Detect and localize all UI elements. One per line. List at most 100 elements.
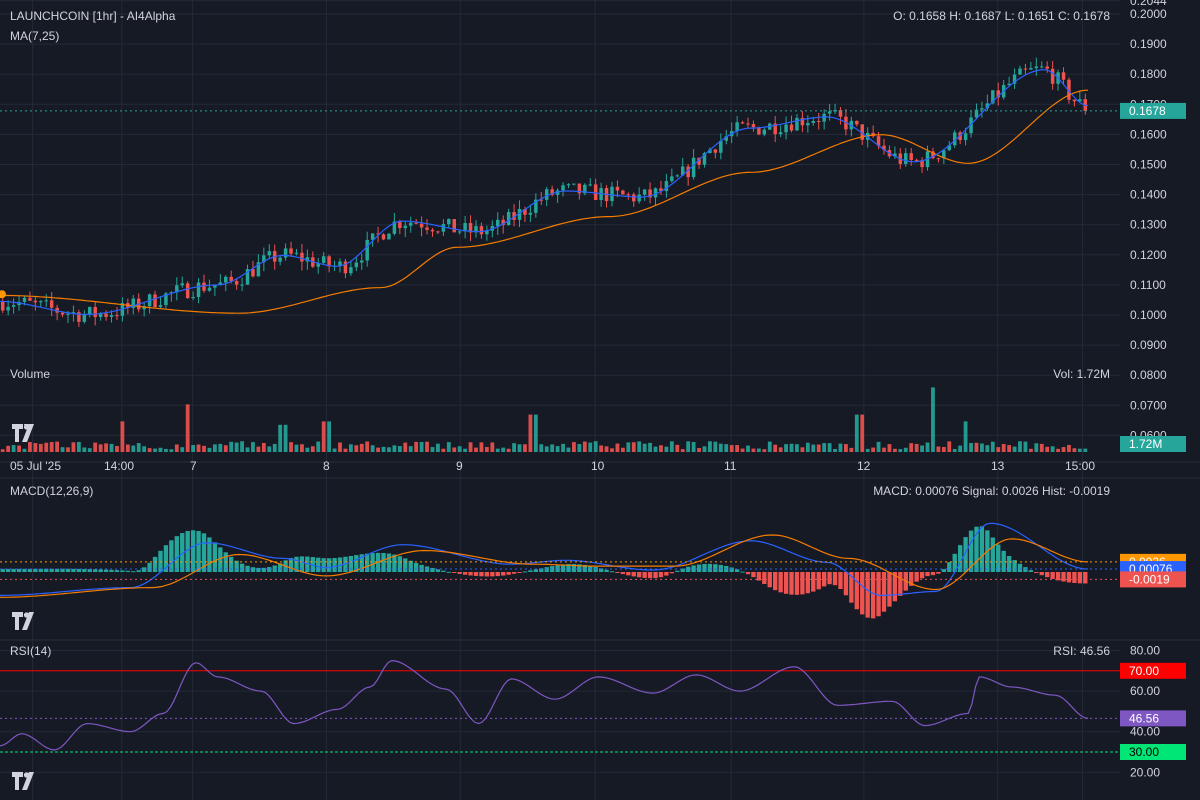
volume-bar — [1083, 448, 1088, 452]
volume-bar — [659, 445, 663, 452]
volume-bar — [49, 442, 54, 452]
volume-bar — [267, 446, 272, 452]
candle-body — [740, 122, 745, 124]
volume-bar — [773, 444, 778, 452]
macd-histogram-bar — [381, 552, 386, 572]
time-axis-label: 11 — [724, 459, 737, 473]
candle-body — [496, 219, 500, 227]
macd-histogram-bar — [1012, 560, 1017, 572]
volume-bar — [631, 442, 636, 452]
volume-label: Volume — [10, 367, 51, 381]
volume-bar — [136, 443, 141, 452]
candle-body — [969, 117, 973, 134]
macd-histogram-bar — [332, 557, 337, 572]
candle-body — [278, 257, 282, 262]
candle-body — [338, 261, 342, 266]
macd-histogram-bar — [811, 572, 816, 592]
volume-bar — [610, 448, 614, 452]
tradingview-logo-icon[interactable] — [12, 772, 42, 790]
time-axis-label: 10 — [591, 459, 605, 473]
volume-bar — [860, 414, 865, 452]
macd-histogram-bar — [794, 572, 800, 595]
macd-histogram-bar — [152, 556, 158, 572]
macd-histogram-bar — [783, 572, 789, 594]
macd-histogram-bar — [838, 572, 843, 590]
macd-histogram-bar — [1028, 570, 1034, 572]
macd-histogram-bar — [870, 572, 876, 619]
candle-body — [615, 186, 620, 191]
macd-histogram-bar — [294, 556, 299, 572]
candle-body — [746, 123, 750, 125]
macd-histogram-bar — [250, 567, 256, 572]
ma-start-marker — [0, 290, 6, 299]
candle-body — [457, 231, 462, 233]
macd-histogram-bar — [528, 570, 533, 572]
volume-bar — [795, 444, 799, 452]
macd-histogram-bar — [637, 572, 642, 578]
macd-histogram-bar — [1034, 572, 1039, 573]
price-axis-tick: 0.1400 — [1130, 188, 1167, 202]
macd-histogram-bar — [180, 533, 185, 572]
candle-body — [245, 269, 250, 285]
candle-body — [202, 282, 206, 291]
candle-body — [670, 176, 674, 182]
candle-body — [191, 296, 195, 299]
macd-histogram-bar — [968, 530, 974, 572]
candle-body — [131, 298, 136, 308]
volume-bar — [838, 443, 843, 452]
macd-histogram-bar — [511, 572, 517, 574]
candle-body — [1061, 72, 1066, 80]
volume-bar — [490, 442, 495, 452]
volume-bar — [756, 448, 761, 452]
candle-body — [44, 300, 48, 302]
volume-bar — [920, 445, 924, 452]
candle-body — [773, 123, 777, 135]
macd-histogram-bar — [849, 572, 854, 603]
macd-histogram-bar — [832, 572, 838, 586]
macd-histogram-bar — [800, 572, 805, 595]
candle-body — [109, 315, 114, 317]
volume-bar — [572, 442, 576, 452]
rsi-upper-badge-bg — [1120, 662, 1186, 679]
candle-body — [387, 233, 391, 240]
macd-histogram-bar — [484, 572, 490, 577]
macd-histogram-bar — [805, 572, 811, 594]
macd-histogram-bar — [272, 565, 277, 572]
candle-body — [550, 189, 554, 195]
candle-body — [234, 281, 239, 285]
volume-bar — [289, 442, 293, 452]
macd-histogram-bar — [919, 572, 925, 579]
volume-bar — [202, 445, 206, 452]
time-axis-label: 7 — [190, 459, 197, 473]
time-axis-label: 12 — [857, 459, 871, 473]
price-axis-tick: 0.1600 — [1130, 127, 1167, 141]
candle-body — [952, 132, 957, 146]
rsi-lower-badge: 30.00 — [1129, 745, 1159, 759]
volume-bar — [523, 444, 527, 452]
candle-body — [593, 184, 598, 200]
macd-histogram-bar — [544, 567, 549, 572]
macd-histogram-bar — [441, 570, 446, 572]
macd-histogram-bar — [740, 571, 745, 573]
candle-body — [882, 145, 886, 151]
tradingview-logo-icon[interactable] — [12, 612, 42, 630]
macd-histogram-bar — [952, 553, 957, 572]
volume-bar — [359, 443, 364, 452]
volume-bar — [669, 441, 674, 452]
tradingview-logo-icon[interactable] — [12, 424, 42, 442]
candle-body — [0, 301, 5, 311]
macd-histogram-bar — [125, 570, 131, 572]
candle-body — [33, 300, 38, 303]
macd-histogram-bar — [582, 564, 587, 572]
candle-body — [60, 312, 65, 315]
rsi-line — [0, 659, 1089, 751]
time-axis-label: 13 — [991, 459, 1005, 473]
volume-bar — [234, 442, 239, 452]
volume-bar — [593, 441, 598, 452]
macd-histogram-bar — [778, 572, 783, 593]
volume-bar — [729, 445, 734, 452]
last-price-badge-bg — [1120, 102, 1186, 119]
macd-histogram-bar — [316, 557, 321, 572]
macd-label: MACD(12,26,9) — [10, 484, 94, 498]
volume-bar — [588, 442, 593, 452]
